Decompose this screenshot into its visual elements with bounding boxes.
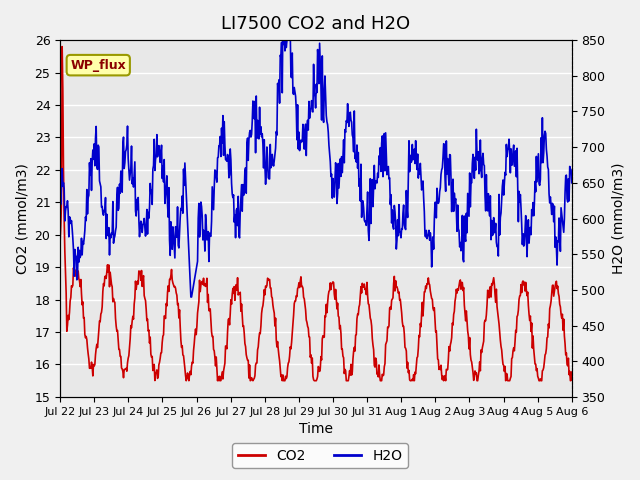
H2O [256, 104, 264, 110]
Text: WP_flux: WP_flux [70, 59, 126, 72]
CO2 [212, 363, 220, 369]
X-axis label: Time: Time [299, 422, 333, 436]
Legend: CO2, H2O: CO2, H2O [232, 443, 408, 468]
H2O [116, 191, 124, 196]
Title: LI7500 CO2 and H2O: LI7500 CO2 and H2O [221, 15, 410, 33]
CO2 [370, 347, 378, 353]
H2O [236, 209, 244, 215]
CO2 [58, 44, 66, 49]
Y-axis label: H2O (mmol/m3): H2O (mmol/m3) [611, 163, 625, 274]
CO2 [568, 369, 575, 375]
CO2 [117, 353, 125, 359]
H2O [56, 187, 64, 193]
H2O [187, 294, 195, 300]
H2O [284, 2, 291, 8]
CO2 [257, 331, 264, 336]
Line: CO2: CO2 [60, 47, 572, 381]
H2O [399, 227, 406, 232]
H2O [211, 167, 219, 173]
CO2 [399, 319, 406, 325]
CO2 [237, 308, 244, 314]
Line: H2O: H2O [60, 5, 572, 297]
CO2 [182, 378, 190, 384]
H2O [568, 180, 575, 186]
H2O [370, 183, 378, 189]
CO2 [56, 239, 64, 244]
Y-axis label: CO2 (mmol/m3): CO2 (mmol/m3) [15, 163, 29, 274]
